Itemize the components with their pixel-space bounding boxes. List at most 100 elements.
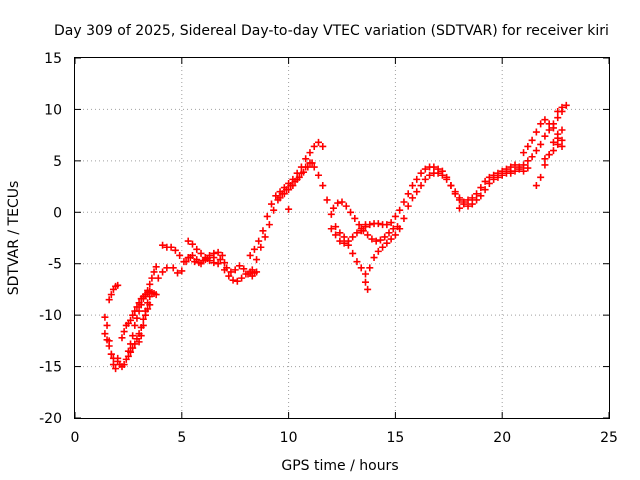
data-point [178,267,186,275]
data-point [366,221,374,229]
data-point [511,167,519,175]
data-point [532,147,540,155]
data-point [524,142,532,150]
data-point [302,163,310,171]
data-point [381,233,389,241]
data-point [171,246,179,254]
data-point [306,159,314,167]
data-point [233,277,241,285]
data-point [364,231,372,239]
data-point [347,208,355,216]
data-point [127,316,135,324]
data-point [195,259,203,267]
data-point [520,167,528,175]
data-point [404,202,412,210]
data-point [434,169,442,177]
x-tick-label: 25 [600,430,618,446]
data-point [477,192,485,200]
data-point [554,134,562,142]
data-point [549,124,557,132]
data-point [421,165,429,173]
data-point [253,268,261,276]
data-point [404,190,412,198]
data-point [105,342,113,350]
data-point [376,236,384,244]
data-point [366,264,374,272]
data-point [374,247,382,255]
data-point [545,151,553,159]
data-point [421,175,429,183]
data-point [451,188,459,196]
data-point [310,163,318,171]
data-point [268,200,276,208]
data-point [146,301,154,309]
data-point [532,182,540,190]
data-point [139,321,147,329]
chart-title: Day 309 of 2025, Sidereal Day-to-day VTE… [54,23,609,39]
data-point [114,281,122,289]
data-point [545,120,553,128]
data-point [507,169,515,177]
axis-ticks: 0 5 10 15 20 25 -20 -15 -10 -5 0 5 10 15 [39,51,618,446]
x-tick-label: 15 [386,430,404,446]
data-point [391,231,399,239]
data-point [334,199,342,207]
data-point [103,336,111,344]
data-point [520,161,528,169]
data-point [351,214,359,222]
data-point [109,361,117,369]
data-point [383,221,391,229]
data-point [413,175,421,183]
data-point [184,237,192,245]
data-point [137,332,145,340]
data-point [558,103,566,111]
data-point [327,225,335,233]
data-point [537,120,545,128]
data-point [342,202,350,210]
data-points [101,101,570,373]
data-point [355,221,363,229]
data-point [340,233,348,241]
y-axis-label: SDTVAR / TECUs [6,181,22,296]
data-point [276,194,284,202]
data-point [257,243,265,251]
data-point [214,248,222,256]
data-point [554,140,562,148]
data-point [332,231,340,239]
data-point [197,249,205,257]
data-point [329,204,337,212]
data-point [129,344,137,352]
y-tick-label: -10 [39,308,62,324]
data-point [131,340,139,348]
data-point [250,245,258,253]
data-point [182,258,190,266]
data-point [297,169,305,177]
data-point [272,192,280,200]
data-point [163,264,171,272]
data-point [554,114,562,122]
data-point [524,164,532,172]
data-point [176,251,184,259]
data-point [387,219,395,227]
data-point [353,258,361,266]
data-point [349,249,357,257]
data-point [391,212,399,220]
data-point [562,101,570,109]
data-point [248,266,256,274]
data-point [430,163,438,171]
data-point [370,254,378,262]
data-point [240,265,248,273]
data-point [332,223,340,231]
y-tick-label: 0 [53,205,62,221]
data-point [361,223,369,231]
data-point [315,171,323,179]
data-point [302,155,310,163]
data-point [349,233,357,241]
data-point [481,177,489,185]
data-point [364,285,372,293]
data-point [127,348,135,356]
data-point [135,338,143,346]
data-point [537,140,545,148]
data-point [253,256,261,264]
data-point [361,278,369,286]
